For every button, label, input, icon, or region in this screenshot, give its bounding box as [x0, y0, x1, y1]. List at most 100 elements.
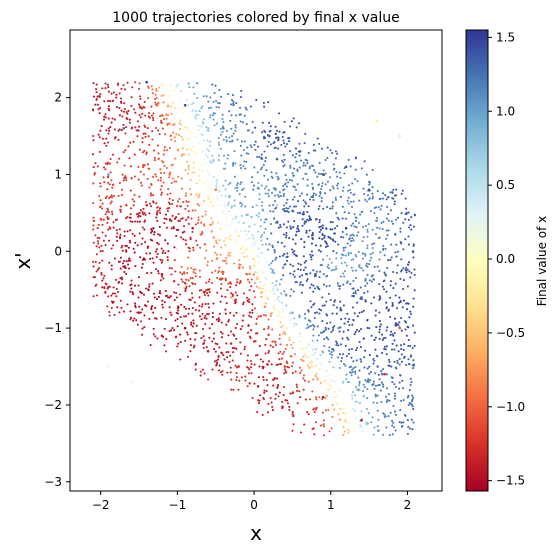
trajectory-point: [161, 247, 163, 249]
trajectory-point: [301, 192, 303, 194]
trajectory-point: [193, 322, 195, 324]
trajectory-point: [289, 295, 291, 297]
trajectory-point: [134, 242, 136, 244]
trajectory-point: [125, 126, 127, 128]
trajectory-point: [293, 317, 295, 319]
trajectory-point: [124, 265, 126, 267]
trajectory-point: [200, 375, 202, 377]
data-point: [107, 173, 110, 176]
trajectory-point: [104, 113, 106, 115]
trajectory-point: [347, 280, 349, 282]
trajectory-point: [144, 133, 146, 135]
trajectory-point: [392, 271, 394, 273]
trajectory-point: [151, 88, 153, 90]
trajectory-point: [369, 379, 371, 381]
trajectory-point: [253, 144, 255, 146]
trajectory-point: [409, 224, 411, 226]
trajectory-point: [211, 282, 213, 284]
trajectory-point: [101, 87, 103, 89]
trajectory-point: [353, 295, 355, 297]
trajectory-point: [200, 107, 202, 109]
trajectory-point: [396, 272, 398, 274]
trajectory-point: [246, 297, 248, 299]
trajectory-point: [121, 115, 123, 117]
trajectory-point: [264, 306, 266, 308]
trajectory-point: [347, 252, 349, 254]
trajectory-point: [193, 166, 195, 168]
trajectory-point: [358, 370, 360, 372]
trajectory-point: [207, 129, 209, 131]
trajectory-point: [391, 256, 393, 258]
trajectory-point: [354, 312, 356, 314]
trajectory-point: [341, 262, 343, 264]
trajectory-point: [303, 211, 305, 213]
trajectory-point: [386, 229, 388, 231]
trajectory-point: [200, 318, 202, 320]
trajectory-point: [108, 105, 110, 107]
trajectory-point: [208, 150, 210, 152]
trajectory-point: [385, 291, 387, 293]
trajectory-point: [385, 238, 387, 240]
trajectory-point: [386, 198, 388, 200]
trajectory-point: [156, 214, 158, 216]
trajectory-point: [119, 237, 121, 239]
trajectory-point: [293, 196, 295, 198]
trajectory-point: [367, 231, 369, 233]
data-point: [337, 327, 340, 330]
trajectory-point: [188, 154, 190, 156]
trajectory-point: [208, 337, 210, 339]
trajectory-point: [295, 371, 297, 373]
trajectory-point: [107, 141, 109, 143]
trajectory-point: [221, 336, 223, 338]
trajectory-point: [187, 138, 189, 140]
trajectory-point: [246, 273, 248, 275]
trajectory-point: [123, 151, 125, 153]
trajectory-point: [186, 99, 188, 101]
trajectory-point: [258, 198, 260, 200]
trajectory-point: [191, 103, 193, 105]
trajectory-point: [97, 165, 99, 167]
trajectory-point: [265, 169, 267, 171]
trajectory-point: [167, 243, 169, 245]
trajectory-point: [378, 206, 380, 208]
trajectory-point: [260, 239, 262, 241]
trajectory-point: [400, 348, 402, 350]
trajectory-point: [218, 239, 220, 241]
trajectory-point: [299, 195, 301, 197]
trajectory-point: [276, 378, 278, 380]
trajectory-point: [396, 345, 398, 347]
trajectory-point: [166, 227, 168, 229]
trajectory-point: [305, 399, 307, 401]
trajectory-point: [378, 378, 380, 380]
trajectory-point: [154, 101, 156, 103]
trajectory-point: [98, 246, 100, 248]
trajectory-point: [333, 187, 335, 189]
trajectory-point: [345, 374, 347, 376]
trajectory-point: [337, 413, 339, 415]
trajectory-point: [121, 194, 123, 196]
trajectory-point: [264, 277, 266, 279]
trajectory-point: [347, 321, 349, 323]
trajectory-point: [150, 308, 152, 310]
trajectory-point: [229, 252, 231, 254]
trajectory-point: [247, 325, 249, 327]
trajectory-point: [122, 124, 124, 126]
trajectory-point: [378, 311, 380, 313]
trajectory-point: [374, 349, 376, 351]
trajectory-point: [342, 284, 344, 286]
trajectory-point: [342, 426, 344, 428]
trajectory-point: [286, 362, 288, 364]
trajectory-point: [214, 360, 216, 362]
trajectory-point: [330, 299, 332, 301]
trajectory-point: [407, 345, 409, 347]
trajectory-point: [196, 154, 198, 156]
trajectory-point: [136, 135, 138, 137]
trajectory-point: [105, 283, 107, 285]
trajectory-point: [304, 142, 306, 144]
trajectory-point: [195, 369, 197, 371]
trajectory-point: [104, 82, 106, 84]
trajectory-point: [244, 167, 246, 169]
trajectory-point: [267, 193, 269, 195]
data-point: [399, 327, 402, 330]
trajectory-point: [177, 84, 179, 86]
